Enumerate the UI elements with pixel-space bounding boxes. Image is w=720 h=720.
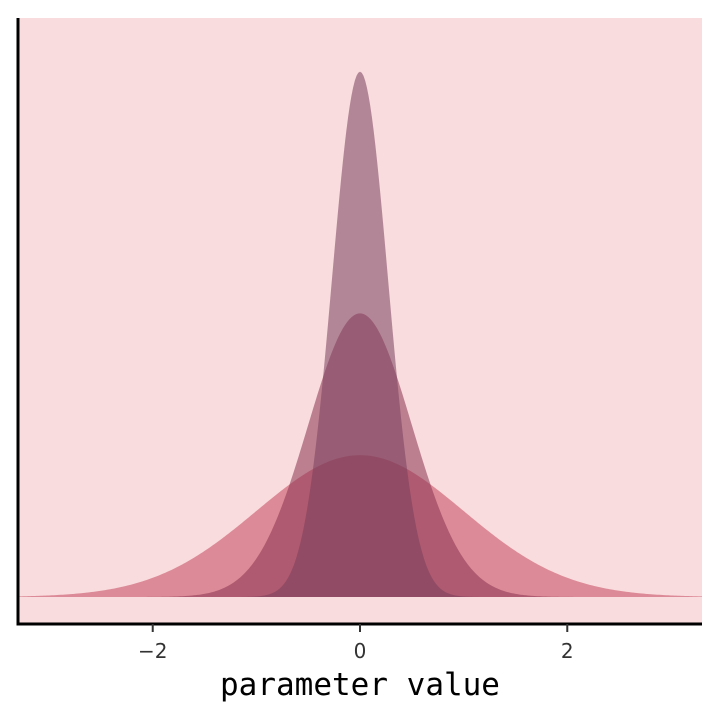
density-area-3 (18, 71, 702, 597)
x-axis-ticks: −2 0 2 (138, 624, 574, 663)
x-tick-label: −2 (138, 639, 167, 663)
x-axis-title: parameter value (220, 667, 500, 703)
x-tick-label: 2 (561, 639, 574, 663)
x-tick-label: 0 (354, 639, 367, 663)
density-areas (18, 71, 702, 597)
